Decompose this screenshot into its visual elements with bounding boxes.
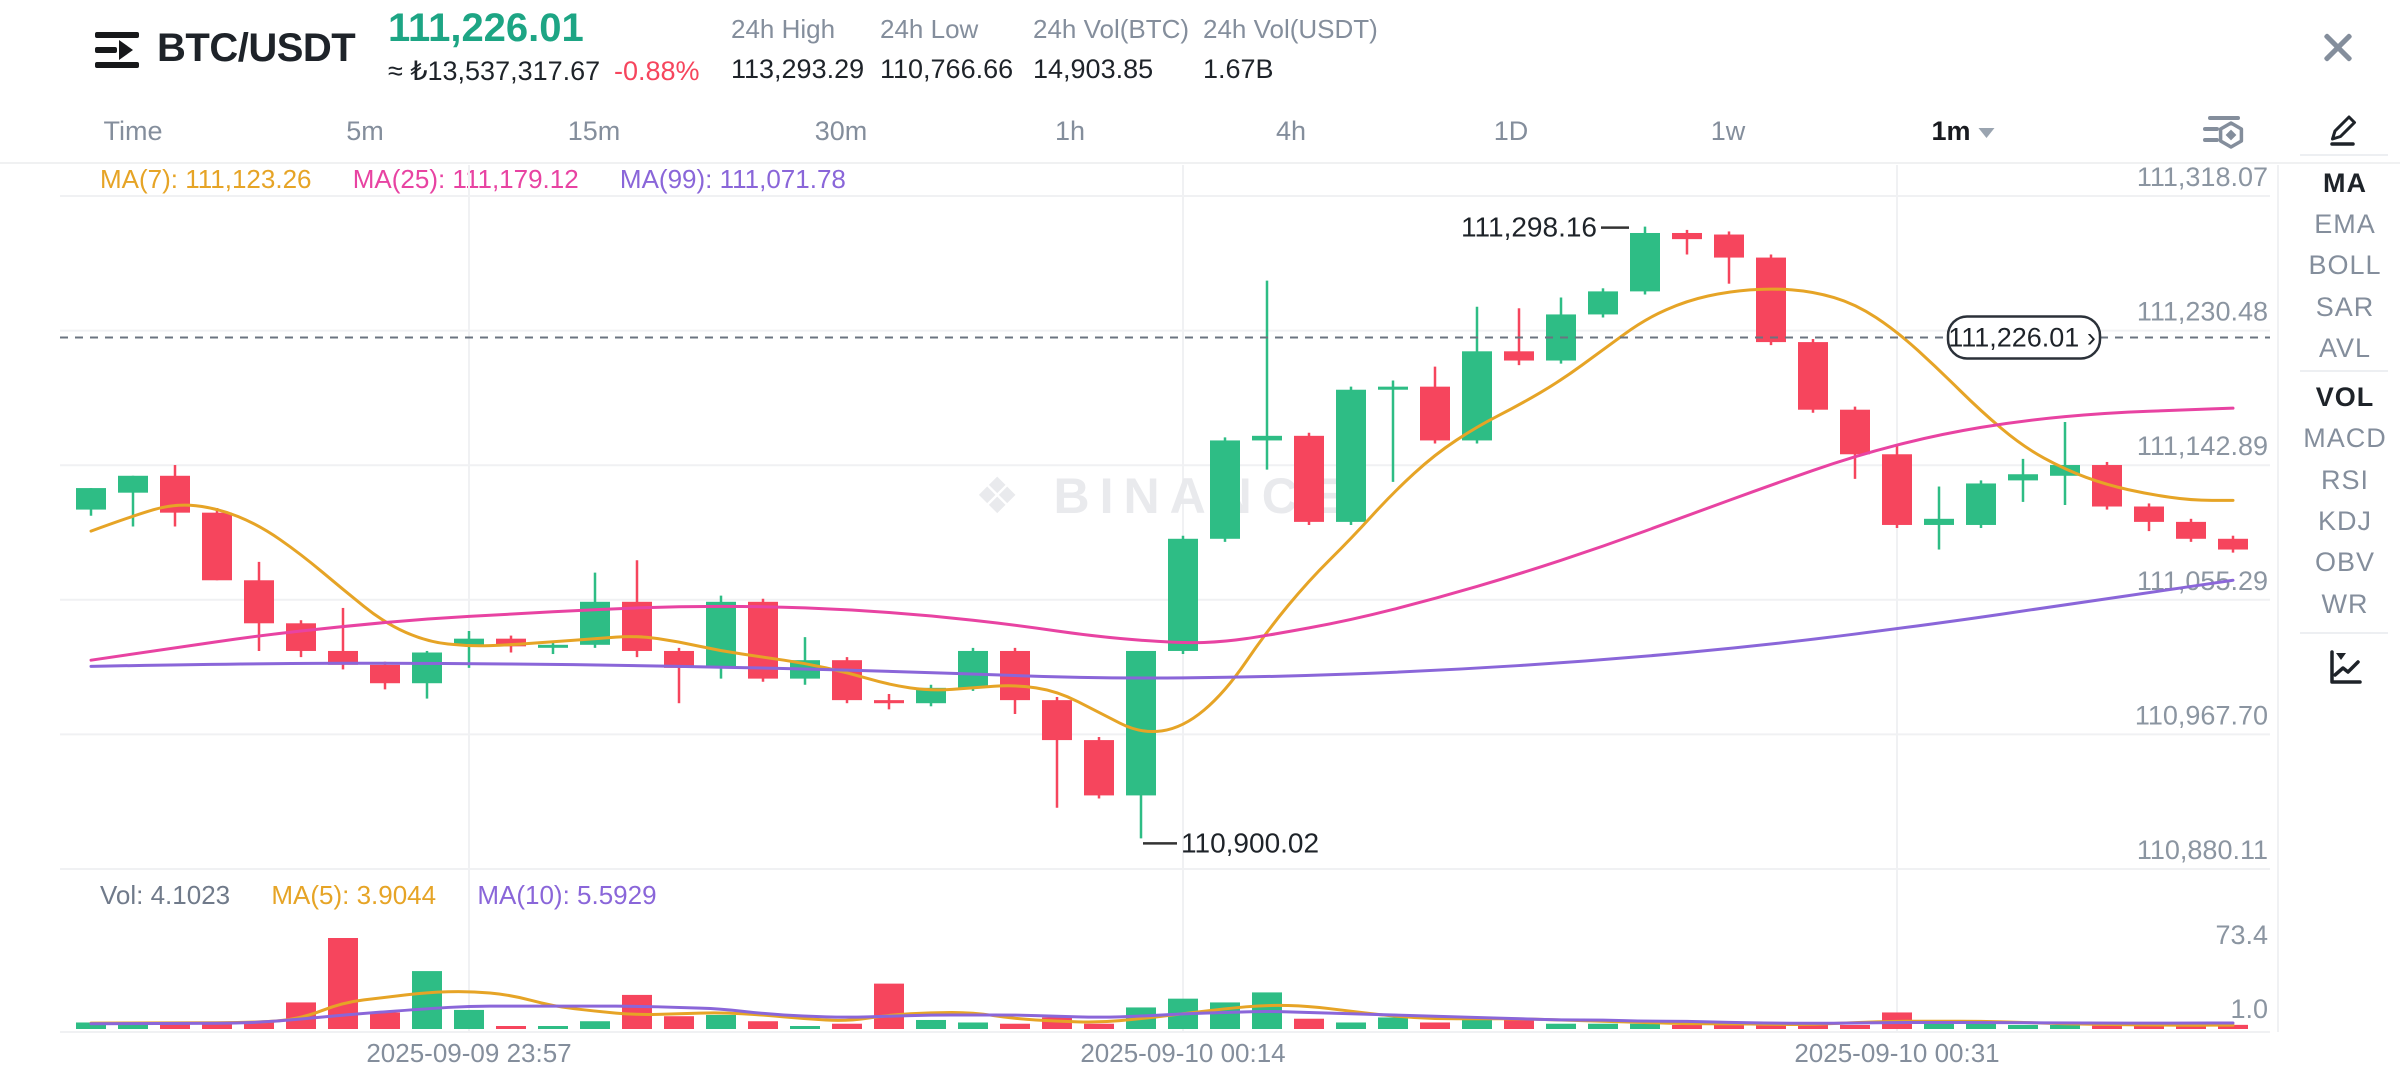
indicator-wr[interactable]: WR: [2321, 589, 2369, 619]
svg-text:2025-09-10 00:31: 2025-09-10 00:31: [1794, 1038, 1999, 1068]
stat-label: 24h Low: [880, 14, 979, 44]
sidebar-divider: [2300, 370, 2388, 372]
stat-value: 14,903.85: [1033, 54, 1154, 84]
svg-text:111,142.89: 111,142.89: [2137, 431, 2268, 461]
indicator-ma[interactable]: MA: [2323, 168, 2367, 198]
svg-text:110,900.02: 110,900.02: [1181, 827, 1319, 858]
svg-text:110,880.11: 110,880.11: [2137, 835, 2268, 865]
indicator-obv[interactable]: OBV: [2314, 547, 2376, 577]
ma99-label: MA(99): 111,071.78: [619, 164, 846, 194]
indicator-kdj[interactable]: KDJ: [2317, 506, 2372, 536]
vol-label: Vol: 4.1023: [100, 880, 231, 910]
stat-value: 113,293.29: [731, 54, 865, 84]
svg-text:110,967.70: 110,967.70: [2135, 700, 2268, 730]
fiat-price: ≈ ₺13,537,317.67: [388, 56, 601, 86]
vol-ma5-label: MA(5): 3.9044: [271, 880, 437, 910]
svg-text:111,318.07: 111,318.07: [2137, 162, 2268, 192]
selected-interval-label: 1m: [1931, 116, 1971, 146]
ma25-label: MA(25): 111,179.12: [352, 164, 579, 194]
indicator-ema[interactable]: EMA: [2314, 209, 2376, 239]
indicator-sar[interactable]: SAR: [2315, 292, 2375, 322]
stat-value: 110,766.66: [880, 54, 1014, 84]
sidebar-divider: [2300, 154, 2388, 156]
tab-30m[interactable]: 30m: [814, 116, 868, 146]
header: BTC/USDT 111,226.01 ≈ ₺13,537,317.67 -0.…: [0, 0, 2400, 102]
tab-15m[interactable]: 15m: [567, 116, 621, 146]
ma-overlay-labels: MA(7): 111,123.26 MA(25): 111,179.12 MA(…: [100, 164, 880, 195]
close-icon[interactable]: [2318, 28, 2358, 68]
depth-chart-icon[interactable]: [2323, 646, 2367, 693]
stat-label: 24h High: [731, 14, 836, 44]
last-price: 111,226.01: [388, 6, 584, 50]
volume-overlay-labels: Vol: 4.1023 MA(5): 3.9044 MA(10): 5.5929: [100, 880, 691, 911]
symbol-title: BTC/USDT: [157, 26, 356, 70]
chart-settings-icon[interactable]: [2198, 112, 2248, 161]
svg-text:1.0: 1.0: [2230, 994, 2268, 1024]
candlestick-chart[interactable]: 111,318.07111,230.48111,142.89111,055.29…: [0, 160, 2285, 1080]
svg-text:2025-09-10 00:14: 2025-09-10 00:14: [1080, 1038, 1285, 1068]
svg-text:2025-09-09 23:57: 2025-09-09 23:57: [366, 1038, 571, 1068]
indicator-sidebar: MA EMA BOLL SAR AVL VOL MACD RSI KDJ OBV…: [2290, 104, 2400, 724]
tab-1w[interactable]: 1w: [1710, 116, 1746, 146]
tab-selected-interval[interactable]: 1m: [1931, 116, 1995, 147]
market-menu-icon[interactable]: [95, 32, 141, 70]
svg-text:111,298.16: 111,298.16: [1461, 212, 1597, 243]
indicator-vol[interactable]: VOL: [2315, 382, 2375, 412]
draw-pencil-icon[interactable]: [2323, 106, 2367, 153]
tab-5m[interactable]: 5m: [346, 116, 384, 146]
stat-value: 1.67B: [1203, 54, 1274, 84]
tab-4h[interactable]: 4h: [1275, 116, 1307, 146]
indicator-avl[interactable]: AVL: [2318, 333, 2372, 363]
vol-ma10-label: MA(10): 5.5929: [477, 880, 657, 910]
svg-text:73.4: 73.4: [2215, 920, 2268, 950]
indicator-macd[interactable]: MACD: [2303, 423, 2387, 453]
svg-text:111,226.01 ›: 111,226.01 ›: [1948, 322, 2096, 352]
indicator-rsi[interactable]: RSI: [2320, 465, 2369, 495]
sidebar-divider: [2300, 632, 2388, 634]
timeframe-bar: Time 5m 15m 30m 1h 4h 1D 1w 1m: [0, 102, 2400, 164]
stat-label: 24h Vol(USDT): [1203, 14, 1378, 44]
indicator-boll[interactable]: BOLL: [2308, 250, 2382, 280]
change-percent: -0.88%: [614, 56, 700, 86]
tab-1d[interactable]: 1D: [1493, 116, 1529, 146]
tab-time[interactable]: Time: [103, 116, 163, 146]
tab-1h[interactable]: 1h: [1054, 116, 1086, 146]
stat-label: 24h Vol(BTC): [1033, 14, 1190, 44]
ma7-label: MA(7): 111,123.26: [100, 164, 312, 194]
svg-text:❖ BINANCE: ❖ BINANCE: [975, 468, 1352, 524]
svg-text:111,230.48: 111,230.48: [2137, 297, 2268, 327]
chevron-down-icon: [1978, 127, 1995, 138]
